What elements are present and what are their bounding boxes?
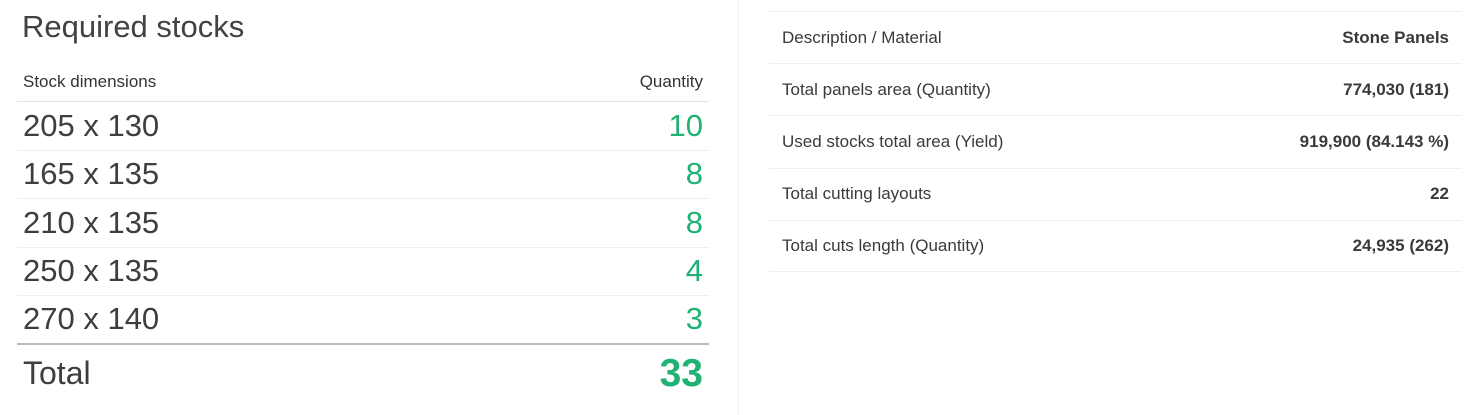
table-row: 250 x 135 4 (17, 248, 709, 296)
column-header-quantity: Quantity (639, 71, 703, 91)
summary-label: Total cuts length (Quantity) (782, 235, 985, 255)
required-stocks-table: Stock dimensions Quantity 205 x 130 10 1… (17, 62, 709, 403)
summary-row-material: Description / Material Stone Panels (769, 11, 1462, 63)
panel-divider (738, 0, 739, 415)
summary-value: 22 (1430, 184, 1449, 204)
stock-quantity: 8 (685, 156, 703, 192)
total-row: Total 33 (17, 345, 709, 403)
summary-value: 24,935 (262) (1352, 235, 1449, 255)
summary-row-panels-area: Total panels area (Quantity) 774,030 (18… (769, 63, 1462, 115)
table-row: 165 x 135 8 (17, 151, 709, 199)
summary-value: 919,900 (84.143 %) (1299, 131, 1449, 151)
required-stocks-title: Required stocks (22, 9, 245, 44)
summary-label: Description / Material (782, 27, 942, 47)
summary-value: Stone Panels (1342, 27, 1449, 47)
stock-quantity: 10 (668, 107, 703, 143)
table-row: 210 x 135 8 (17, 199, 709, 248)
summary-row-cuts-length: Total cuts length (Quantity) 24,935 (262… (769, 219, 1462, 272)
stock-dimensions: 165 x 135 (23, 156, 160, 192)
table-row: 205 x 130 10 (17, 102, 709, 151)
stock-dimensions: 205 x 130 (23, 107, 160, 143)
total-quantity: 33 (659, 351, 703, 395)
total-label: Total (23, 355, 91, 391)
summary-row-cutting-layouts: Total cutting layouts 22 (769, 167, 1462, 220)
stock-dimensions: 210 x 135 (23, 204, 160, 240)
table-row: 270 x 140 3 (17, 296, 709, 345)
table-header: Stock dimensions Quantity (17, 62, 709, 102)
stock-dimensions: 270 x 140 (23, 301, 160, 337)
required-stocks-panel: Required stocks Stock dimensions Quantit… (0, 0, 738, 415)
summary-label: Total panels area (Quantity) (782, 79, 991, 99)
summary-table: Description / Material Stone Panels Tota… (769, 11, 1462, 272)
summary-value: 774,030 (181) (1343, 79, 1449, 99)
stock-dimensions: 250 x 135 (23, 253, 160, 289)
column-header-dimensions: Stock dimensions (23, 71, 157, 91)
stock-quantity: 4 (685, 253, 703, 289)
summary-label: Total cutting layouts (782, 184, 932, 204)
stock-quantity: 8 (685, 204, 703, 240)
stock-quantity: 3 (685, 301, 703, 337)
summary-row-stocks-area: Used stocks total area (Yield) 919,900 (… (769, 115, 1462, 167)
summary-label: Used stocks total area (Yield) (782, 131, 1004, 151)
